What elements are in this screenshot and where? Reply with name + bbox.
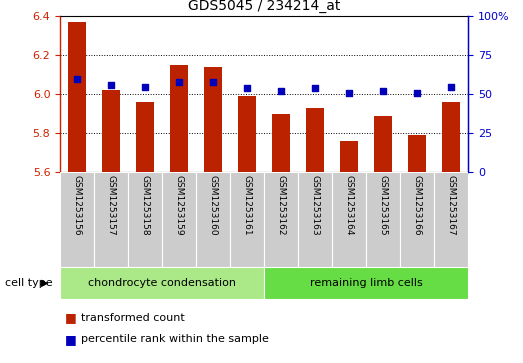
Bar bbox=[94, 172, 128, 267]
Bar bbox=[128, 172, 162, 267]
Text: transformed count: transformed count bbox=[81, 313, 185, 323]
Text: GSM1253156: GSM1253156 bbox=[73, 175, 82, 236]
Bar bbox=[400, 172, 434, 267]
Text: GSM1253163: GSM1253163 bbox=[311, 175, 320, 236]
Text: percentile rank within the sample: percentile rank within the sample bbox=[81, 334, 269, 344]
Bar bbox=[264, 172, 298, 267]
Bar bbox=[230, 172, 264, 267]
Text: GSM1253167: GSM1253167 bbox=[447, 175, 456, 236]
Text: chondrocyte condensation: chondrocyte condensation bbox=[88, 278, 236, 288]
Point bbox=[311, 85, 320, 91]
Point bbox=[345, 90, 354, 96]
Point bbox=[141, 84, 150, 90]
Text: GSM1253166: GSM1253166 bbox=[413, 175, 422, 236]
Bar bbox=[272, 114, 290, 172]
Text: GSM1253158: GSM1253158 bbox=[141, 175, 150, 236]
Text: GSM1253164: GSM1253164 bbox=[345, 175, 354, 236]
Bar bbox=[408, 135, 426, 172]
Text: GSM1253165: GSM1253165 bbox=[379, 175, 388, 236]
Bar bbox=[306, 108, 324, 172]
Point bbox=[277, 88, 286, 94]
Bar bbox=[442, 102, 460, 172]
Bar bbox=[60, 172, 94, 267]
Text: ▶: ▶ bbox=[41, 278, 48, 288]
Bar bbox=[332, 172, 366, 267]
Text: remaining limb cells: remaining limb cells bbox=[310, 278, 423, 288]
Bar bbox=[374, 116, 392, 172]
Point bbox=[243, 85, 252, 91]
Point bbox=[175, 79, 184, 85]
Text: GSM1253157: GSM1253157 bbox=[107, 175, 116, 236]
Bar bbox=[196, 172, 230, 267]
Text: GSM1253162: GSM1253162 bbox=[277, 175, 286, 236]
Bar bbox=[136, 102, 154, 172]
Bar bbox=[68, 22, 86, 172]
Bar bbox=[204, 67, 222, 172]
Point bbox=[379, 88, 388, 94]
Bar bbox=[60, 267, 264, 299]
Bar bbox=[238, 96, 256, 172]
Text: ■: ■ bbox=[65, 311, 77, 324]
Point bbox=[209, 79, 218, 85]
Bar bbox=[434, 172, 468, 267]
Bar bbox=[264, 267, 468, 299]
Text: GSM1253161: GSM1253161 bbox=[243, 175, 252, 236]
Bar bbox=[340, 141, 358, 172]
Text: ■: ■ bbox=[65, 333, 77, 346]
Point bbox=[413, 90, 422, 96]
Bar bbox=[170, 65, 188, 172]
Point bbox=[447, 84, 456, 90]
Point bbox=[107, 82, 116, 88]
Bar bbox=[102, 90, 120, 172]
Bar bbox=[162, 172, 196, 267]
Title: GDS5045 / 234214_at: GDS5045 / 234214_at bbox=[188, 0, 340, 13]
Point bbox=[73, 76, 82, 82]
Bar bbox=[366, 172, 400, 267]
Text: GSM1253159: GSM1253159 bbox=[175, 175, 184, 236]
Bar bbox=[298, 172, 332, 267]
Text: GSM1253160: GSM1253160 bbox=[209, 175, 218, 236]
Text: cell type: cell type bbox=[5, 278, 53, 288]
